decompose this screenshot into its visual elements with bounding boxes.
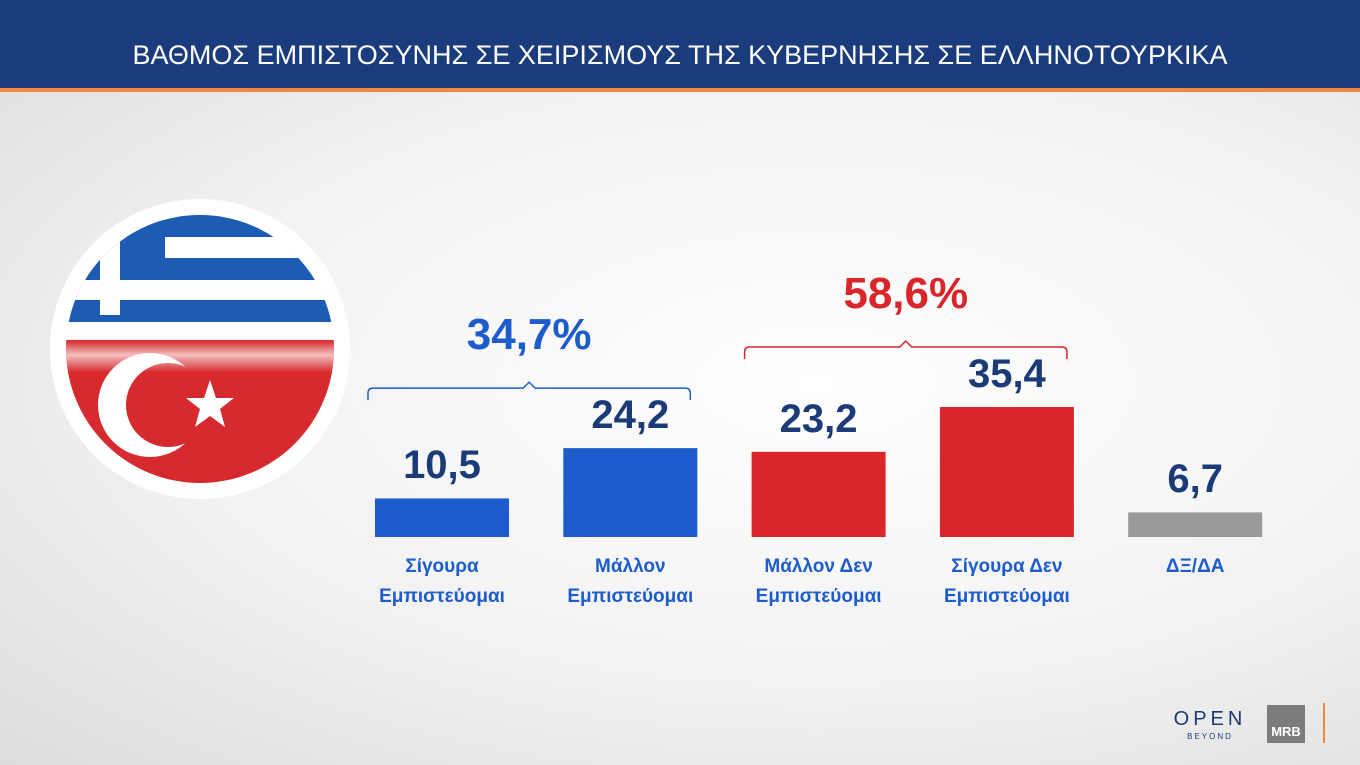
bar — [751, 451, 886, 537]
pollster: MRB — [1271, 724, 1301, 739]
mrb-logo-box — [1267, 705, 1305, 743]
value-label: 6,7 — [1167, 457, 1223, 502]
bar — [939, 407, 1074, 537]
bar — [375, 498, 509, 537]
header-rule — [0, 88, 1360, 92]
group-bracket — [743, 339, 1068, 359]
category-label: Σίγουρα Δεν Εμπιστεύομαι — [943, 556, 1070, 607]
group-bracket — [367, 381, 692, 401]
value-label: 24,2 — [591, 393, 670, 438]
group-total: 58,6% — [843, 269, 969, 318]
category-label: Μάλλον Δεν Εμπιστεύομαι — [755, 556, 882, 607]
tagline: BEYOND — [1187, 732, 1233, 741]
logo: OPEN — [1173, 708, 1247, 730]
category-label: Μάλλον Εμπιστεύομαι — [567, 556, 694, 607]
bar — [1128, 512, 1263, 537]
header-band — [0, 0, 1360, 88]
title: ΒΑΘΜΟΣ ΕΜΠΙΣΤΟΣΥΝΗΣ ΣΕ ΧΕΙΡΙΣΜΟΥΣ ΤΗΣ ΚΥ… — [132, 40, 1228, 70]
bar — [563, 448, 698, 537]
value-label: 35,4 — [967, 352, 1046, 396]
value-label: 10,5 — [403, 443, 481, 488]
category-label: Σίγουρα Εμπιστεύομαι — [379, 556, 505, 607]
category-label: ΔΞ/ΔΑ — [1165, 556, 1225, 577]
value-label: 23,2 — [779, 396, 858, 441]
group-total: 34,7% — [466, 310, 592, 360]
